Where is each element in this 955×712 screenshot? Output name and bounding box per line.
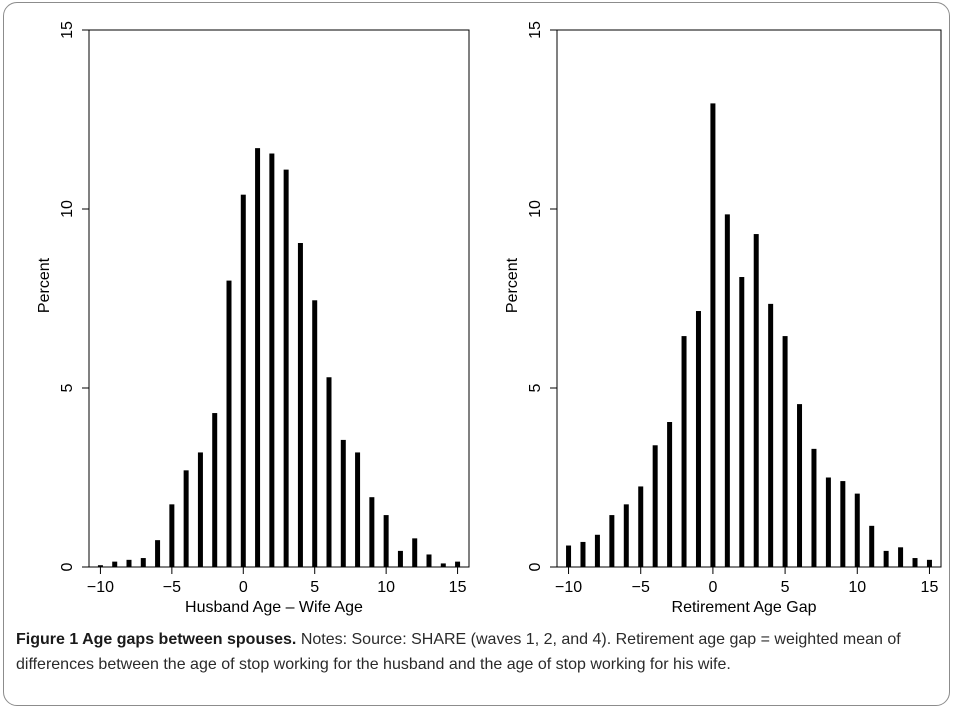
bar (724, 214, 730, 567)
bar (140, 558, 146, 567)
caption-text: Notes: Source: SHARE (waves 1, 2, and 4)… (16, 631, 901, 673)
y-tick-label: 0 (527, 562, 544, 571)
plot-frame (556, 29, 942, 568)
x-axis-label: Retirement Age Gap (672, 599, 817, 616)
y-axis-label: Percent (504, 257, 521, 313)
y-tick-label: 10 (59, 200, 76, 218)
bar (112, 561, 118, 567)
y-axis-label: Percent (36, 257, 53, 313)
bar (426, 554, 432, 567)
bar (183, 470, 189, 567)
bar (269, 153, 275, 567)
y-tick-label: 10 (527, 200, 544, 218)
chart-panel-2: −10 −5 0 5 10 15 0 5 10 15 Retirement Age Gap Perce… (504, 21, 942, 616)
caption-label: Figure 1 Age gaps between spouses. (16, 631, 297, 648)
bar (155, 540, 161, 567)
bar (768, 303, 774, 567)
bar (297, 243, 303, 567)
figure-caption: Figure 1 Age gaps between spouses. Notes… (16, 627, 936, 677)
y-tick-label: 5 (527, 383, 544, 392)
bar (369, 497, 375, 567)
bar (898, 547, 904, 567)
figure-frame (3, 2, 950, 706)
bar (840, 481, 846, 567)
x-tick-label: 15 (921, 579, 939, 596)
bar (753, 234, 759, 567)
bar (355, 452, 361, 567)
bar (854, 493, 860, 567)
x-tick-label: −5 (163, 579, 181, 596)
bar (212, 413, 218, 567)
bar (739, 277, 745, 567)
bar (97, 565, 103, 567)
bar (440, 563, 446, 567)
bar (455, 561, 461, 567)
bar (312, 300, 318, 567)
x-tick-label: 5 (310, 579, 319, 596)
y-tick-label: 15 (527, 21, 544, 39)
y-tick-label: 0 (59, 562, 76, 571)
bar (869, 525, 875, 567)
bar (169, 504, 175, 567)
bar (926, 559, 932, 567)
bar (126, 559, 132, 567)
x-tick-label: 10 (377, 579, 395, 596)
x-tick-label: 5 (781, 579, 790, 596)
x-tick-label: −10 (87, 579, 114, 596)
bar (797, 404, 803, 567)
bar (226, 280, 232, 567)
bar (623, 504, 629, 567)
bar (197, 452, 203, 567)
bar (638, 486, 644, 567)
bar (912, 558, 918, 567)
bar (240, 194, 246, 567)
bar (609, 515, 615, 567)
x-tick-label: 0 (239, 579, 248, 596)
x-tick-label: 15 (449, 579, 467, 596)
bar (883, 550, 889, 567)
bar (825, 477, 831, 567)
bar (283, 169, 289, 567)
plot-frame (88, 29, 470, 568)
x-axis-label: Husband Age – Wife Age (185, 599, 363, 616)
x-tick-label: −10 (555, 579, 582, 596)
bar (255, 148, 261, 567)
x-tick-label: 10 (848, 579, 866, 596)
bar (811, 448, 817, 567)
bar (397, 550, 403, 567)
y-tick-label: 5 (59, 383, 76, 392)
x-tick-label: −5 (632, 579, 650, 596)
bar (412, 538, 418, 567)
bar (383, 515, 389, 567)
bar (340, 439, 346, 567)
y-tick-label: 15 (59, 21, 76, 39)
chart-panel-1: −10 −5 0 5 10 15 0 5 10 15 Husband Age – Wife Age P… (36, 21, 470, 616)
bar (580, 541, 586, 567)
charts-canvas: −10 −5 0 5 10 15 0 5 10 15 Husband Age – Wife Age P… (36, 21, 942, 616)
bar (652, 445, 658, 567)
bar (667, 422, 673, 567)
x-tick-label: 0 (708, 579, 717, 596)
bar (710, 103, 716, 567)
bar (695, 311, 701, 567)
bar (566, 545, 572, 567)
bar (681, 336, 687, 567)
bar (782, 336, 788, 567)
bar (326, 377, 332, 567)
bar (594, 534, 600, 567)
